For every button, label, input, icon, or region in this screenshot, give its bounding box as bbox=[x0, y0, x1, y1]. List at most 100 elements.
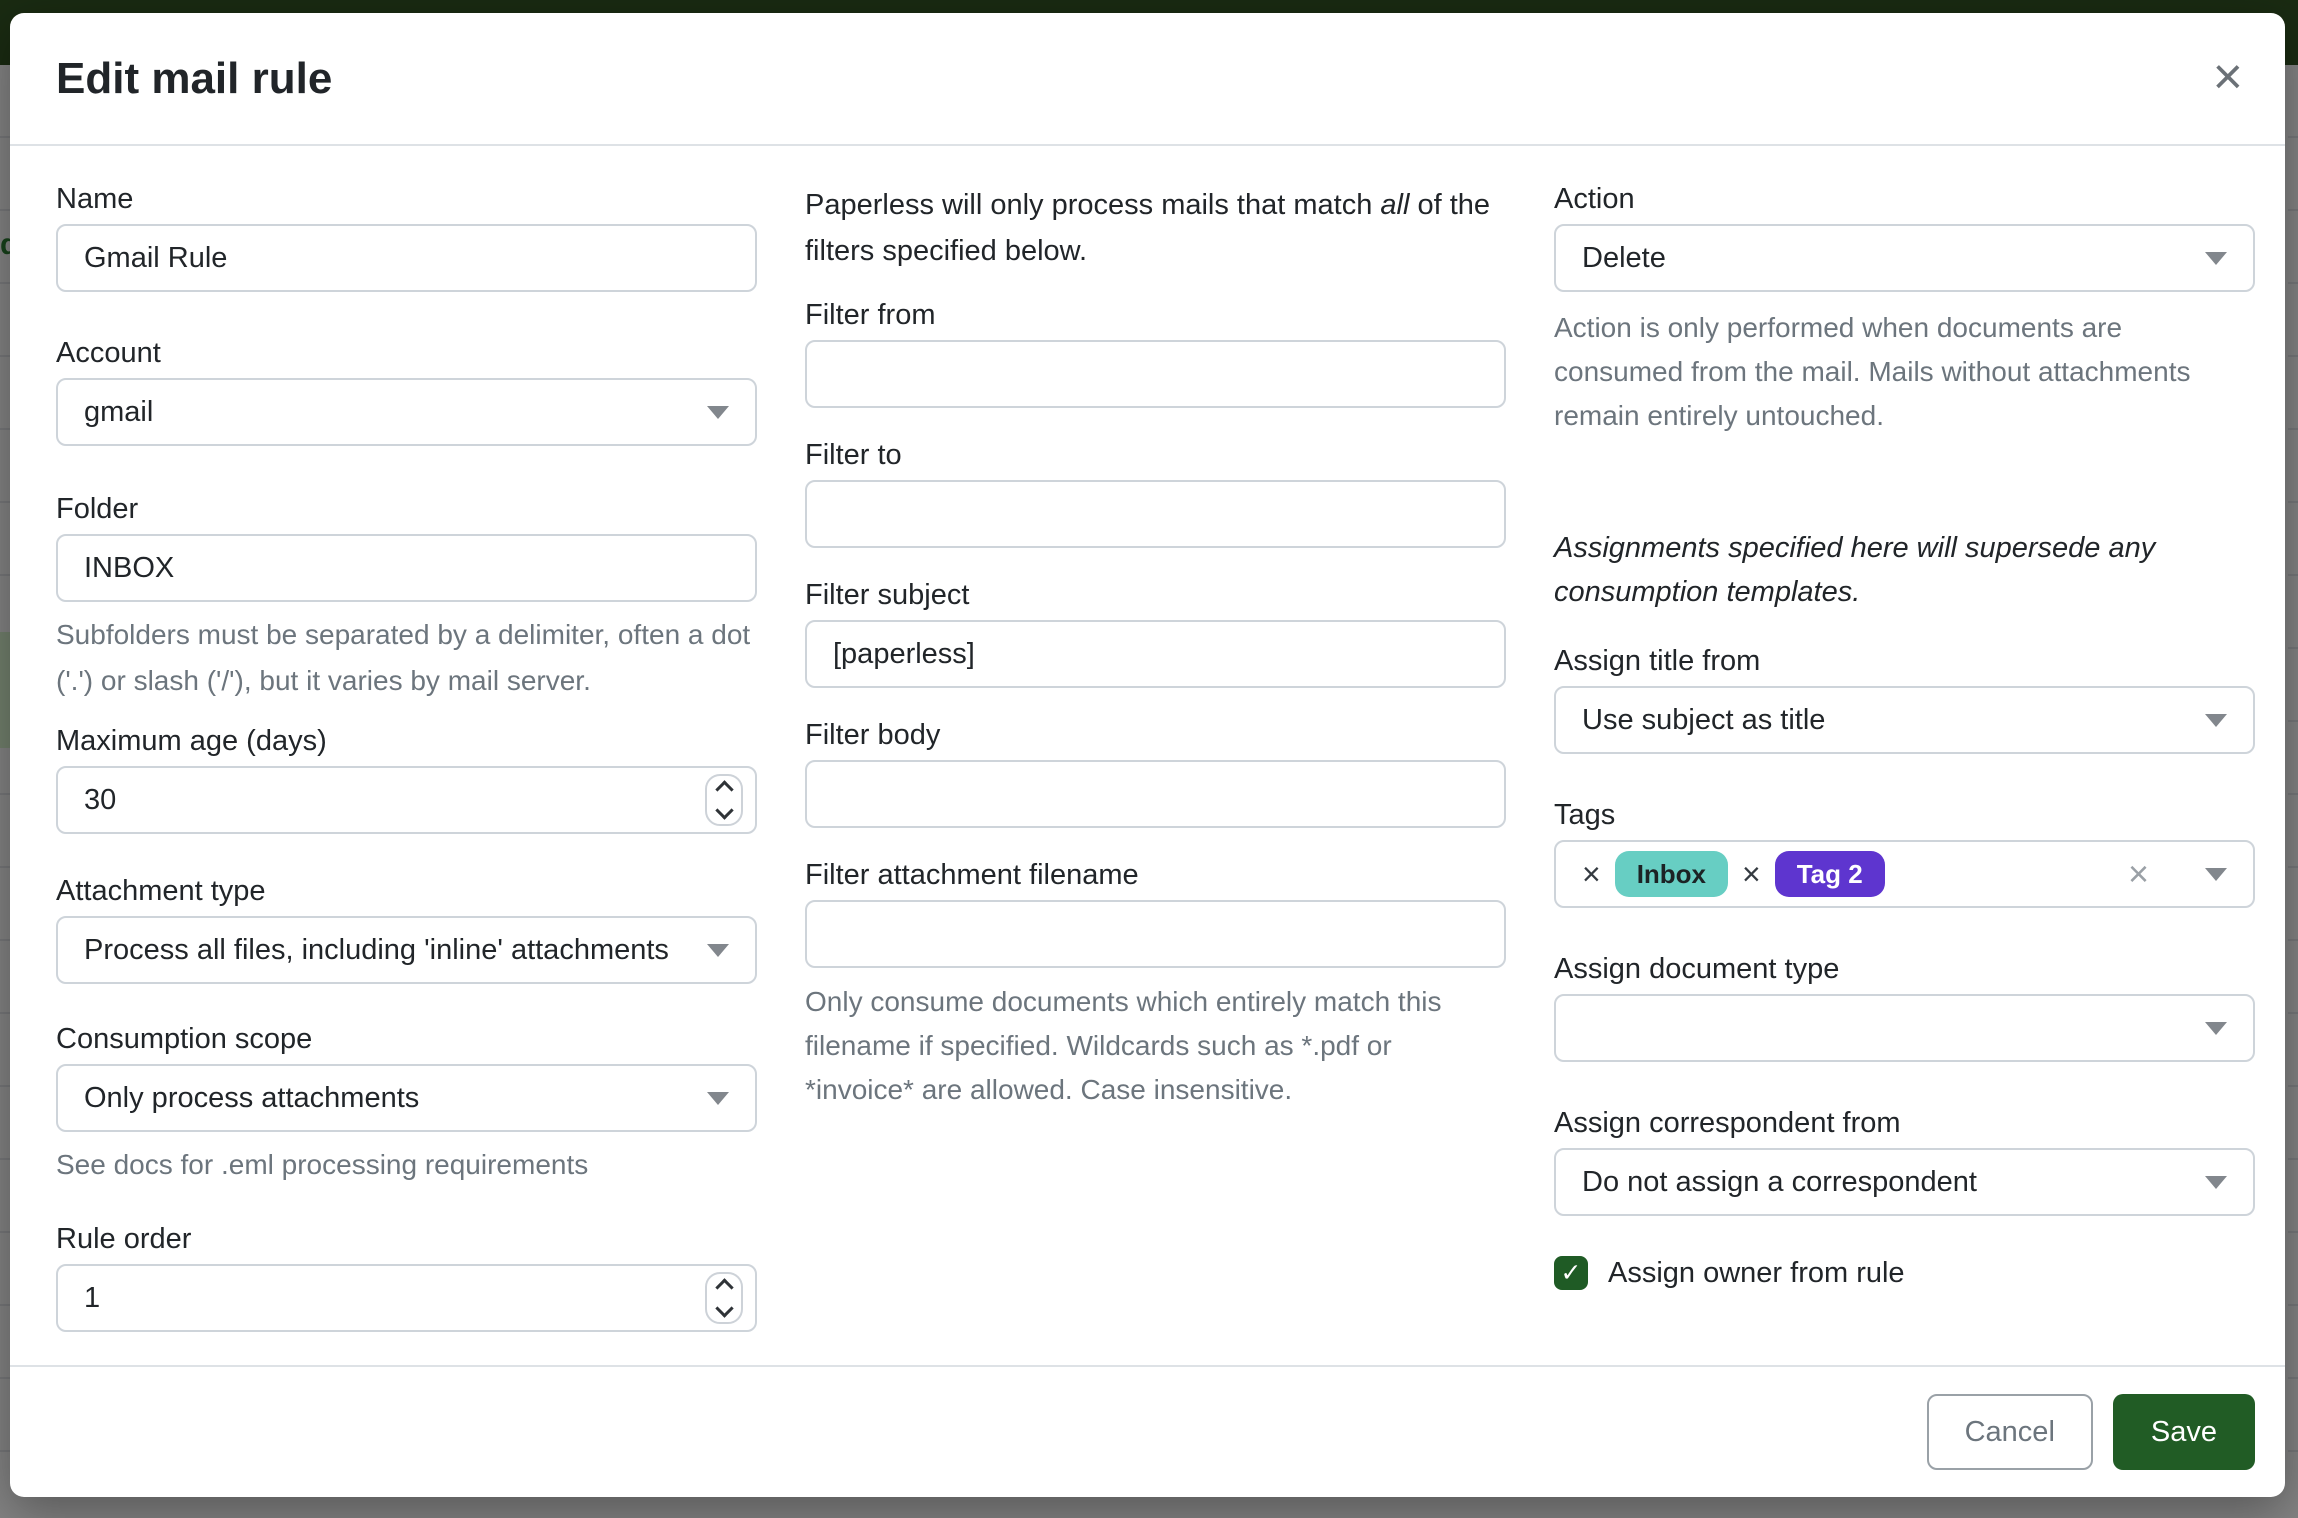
action-select[interactable]: Delete bbox=[1554, 224, 2255, 292]
account-select-value: gmail bbox=[84, 395, 154, 428]
rule-order-label: Rule order bbox=[56, 1223, 192, 1255]
filter-body-label: Filter body bbox=[805, 719, 941, 751]
tag-pill-tag-2: Tag 2 bbox=[1774, 851, 1885, 897]
field-consumption-scope: Consumption scope Only process attachmen… bbox=[56, 1022, 757, 1188]
filters-intro-emphasis: all bbox=[1380, 189, 1410, 221]
filters-intro-pre: Paperless will only process mails that m… bbox=[805, 189, 1381, 221]
consumption-scope-select[interactable]: Only process attachments bbox=[56, 1064, 757, 1132]
dialog-title: Edit mail rule bbox=[56, 54, 333, 103]
account-select[interactable]: gmail bbox=[56, 378, 757, 446]
remove-tag-icon[interactable]: × bbox=[1582, 856, 1601, 892]
assign-document-type-label: Assign document type bbox=[1554, 953, 1840, 985]
assign-title-from-label: Assign title from bbox=[1554, 645, 1761, 677]
action-select-value: Delete bbox=[1582, 241, 1666, 274]
folder-label: Folder bbox=[56, 493, 139, 525]
assignments-note-text: Assignments specified here will supersed… bbox=[1554, 532, 2156, 608]
filter-from-label: Filter from bbox=[805, 299, 936, 331]
background-left-sliver bbox=[0, 65, 10, 1518]
field-assign-document-type: Assign document type bbox=[1554, 952, 2255, 1062]
chevron-down-icon bbox=[2205, 868, 2227, 881]
filter-to-input[interactable] bbox=[805, 480, 1506, 548]
column-actions: Action Delete Action is only performed w… bbox=[1554, 182, 2255, 1365]
tags-input[interactable]: × Inbox × Tag 2 × bbox=[1554, 840, 2255, 908]
rule-order-input[interactable] bbox=[56, 1264, 757, 1332]
account-label: Account bbox=[56, 337, 161, 369]
field-rule-order: Rule order bbox=[56, 1222, 757, 1332]
filter-to-label: Filter to bbox=[805, 439, 902, 471]
filter-subject-input[interactable] bbox=[805, 620, 1506, 688]
chevron-down-icon bbox=[2205, 1022, 2227, 1035]
field-assign-title-from: Assign title from Use subject as title bbox=[1554, 644, 2255, 754]
filter-body-input[interactable] bbox=[805, 760, 1506, 828]
close-icon: × bbox=[2212, 48, 2243, 106]
save-button[interactable]: Save bbox=[2112, 1394, 2255, 1470]
filters-intro-post: of the filters specified below. bbox=[805, 189, 1491, 267]
clear-tags-icon[interactable]: × bbox=[2127, 853, 2149, 894]
field-folder: Folder Subfolders must be separated by a… bbox=[56, 492, 757, 704]
consumption-scope-help-text: See docs for .eml processing requirement… bbox=[56, 1149, 589, 1180]
filter-from-input[interactable] bbox=[805, 340, 1506, 408]
consumption-scope-select-value: Only process attachments bbox=[84, 1081, 420, 1114]
chevron-down-icon bbox=[2205, 1176, 2227, 1189]
field-filter-from: Filter from bbox=[805, 298, 1506, 408]
number-stepper[interactable] bbox=[705, 774, 743, 826]
consumption-scope-label: Consumption scope bbox=[56, 1023, 313, 1055]
stepper-down-icon[interactable] bbox=[714, 1299, 734, 1318]
tag-pill-inbox: Inbox bbox=[1614, 851, 1729, 897]
assign-correspondent-from-label: Assign correspondent from bbox=[1554, 1107, 1901, 1139]
chevron-down-icon bbox=[707, 944, 729, 957]
filter-attachment-filename-label: Filter attachment filename bbox=[805, 859, 1139, 891]
action-label: Action bbox=[1554, 183, 1635, 215]
folder-input[interactable] bbox=[56, 534, 757, 602]
assign-owner-checkbox[interactable]: ✓ bbox=[1554, 1256, 1588, 1290]
assign-correspondent-from-select[interactable]: Do not assign a correspondent bbox=[1554, 1148, 2255, 1216]
field-assign-correspondent-from: Assign correspondent from Do not assign … bbox=[1554, 1106, 2255, 1216]
name-label: Name bbox=[56, 183, 134, 215]
dialog-footer: Cancel Save bbox=[10, 1365, 2285, 1497]
column-general: Name Account gmail Folder Subfolders mus… bbox=[56, 182, 757, 1365]
filter-attachment-filename-input[interactable] bbox=[805, 900, 1506, 968]
assign-document-type-select[interactable] bbox=[1554, 994, 2255, 1062]
assign-owner-label[interactable]: Assign owner from rule bbox=[1608, 1256, 1905, 1289]
field-tags: Tags × Inbox × Tag 2 × bbox=[1554, 798, 2255, 908]
action-help-text: Action is only performed when documents … bbox=[1554, 312, 2191, 431]
dialog-header: Edit mail rule × bbox=[10, 13, 2285, 146]
chevron-down-icon bbox=[707, 406, 729, 419]
field-filter-attachment-filename: Filter attachment filename Only consume … bbox=[805, 858, 1506, 1112]
field-attachment-type: Attachment type Process all files, inclu… bbox=[56, 874, 757, 984]
chevron-down-icon bbox=[707, 1092, 729, 1105]
field-filter-subject: Filter subject bbox=[805, 578, 1506, 688]
field-action: Action Delete Action is only performed w… bbox=[1554, 182, 2255, 438]
chevron-down-icon bbox=[2205, 252, 2227, 265]
field-account: Account gmail bbox=[56, 336, 757, 446]
name-input[interactable] bbox=[56, 224, 757, 292]
close-button[interactable]: × bbox=[2207, 51, 2249, 116]
tags-label: Tags bbox=[1554, 799, 1616, 831]
field-filter-body: Filter body bbox=[805, 718, 1506, 828]
maximum-age-label: Maximum age (days) bbox=[56, 725, 327, 757]
chevron-down-icon bbox=[2205, 714, 2227, 727]
attachment-type-select[interactable]: Process all files, including 'inline' at… bbox=[56, 916, 757, 984]
assign-title-from-select-value: Use subject as title bbox=[1582, 703, 1826, 736]
stepper-up-icon[interactable] bbox=[714, 1278, 734, 1297]
stepper-up-icon[interactable] bbox=[714, 780, 734, 799]
background-right-sliver bbox=[2288, 65, 2298, 1518]
assign-title-from-select[interactable]: Use subject as title bbox=[1554, 686, 2255, 754]
field-assign-owner: ✓ Assign owner from rule bbox=[1554, 1256, 2255, 1290]
column-filters: Paperless will only process mails that m… bbox=[805, 182, 1506, 1365]
filters-intro-text: Paperless will only process mails that m… bbox=[805, 182, 1506, 274]
stepper-down-icon[interactable] bbox=[714, 801, 734, 820]
assign-correspondent-from-select-value: Do not assign a correspondent bbox=[1582, 1165, 1977, 1198]
remove-tag-icon[interactable]: × bbox=[1742, 856, 1761, 892]
filter-attachment-filename-help-text: Only consume documents which entirely ma… bbox=[805, 986, 1442, 1105]
number-stepper[interactable] bbox=[705, 1272, 743, 1324]
cancel-button[interactable]: Cancel bbox=[1926, 1394, 2093, 1470]
attachment-type-select-value: Process all files, including 'inline' at… bbox=[84, 933, 669, 966]
background-row-highlight bbox=[0, 632, 10, 748]
dialog-body: Name Account gmail Folder Subfolders mus… bbox=[10, 146, 2285, 1365]
field-name: Name bbox=[56, 182, 757, 292]
filter-subject-label: Filter subject bbox=[805, 579, 970, 611]
maximum-age-input[interactable] bbox=[56, 766, 757, 834]
folder-help-text: Subfolders must be separated by a delimi… bbox=[56, 619, 751, 696]
checkmark-icon: ✓ bbox=[1560, 1258, 1582, 1287]
